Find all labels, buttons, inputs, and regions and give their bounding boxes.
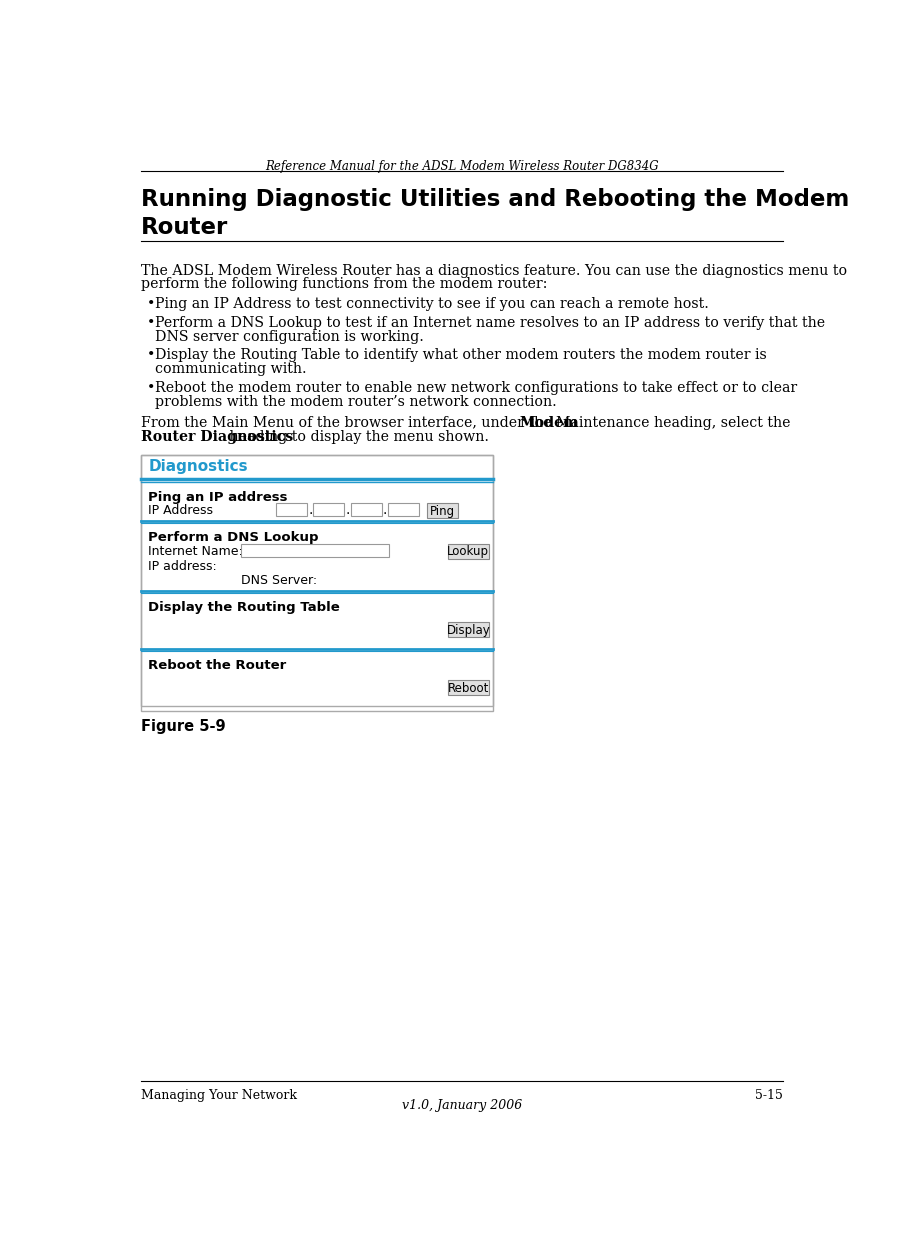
Text: Router: Router (141, 216, 228, 239)
Text: IP Address: IP Address (149, 504, 214, 516)
Text: Reboot: Reboot (448, 682, 489, 695)
Bar (448, 680, 488, 695)
Text: Display the Routing Table to identify what other modem routers the modem router : Display the Routing Table to identify wh… (155, 348, 767, 363)
Text: Reboot the Router: Reboot the Router (149, 658, 287, 672)
Bar (141, 455, 493, 706)
Text: perform the following functions from the modem router:: perform the following functions from the… (141, 278, 547, 292)
Text: problems with the modem router’s network connection.: problems with the modem router’s network… (155, 394, 557, 409)
Text: communicating with.: communicating with. (155, 362, 307, 377)
Text: Ping an IP address: Ping an IP address (149, 491, 287, 504)
Text: 5-15: 5-15 (755, 1089, 783, 1102)
Text: Ping an IP Address to test connectivity to see if you can reach a remote host.: Ping an IP Address to test connectivity … (155, 298, 709, 312)
Text: From the Main Menu of the browser interface, under the Maintenance heading, sele: From the Main Menu of the browser interf… (141, 416, 795, 430)
Text: .: . (308, 504, 313, 518)
Text: The ADSL Modem Wireless Router has a diagnostics feature. You can use the diagno: The ADSL Modem Wireless Router has a dia… (141, 263, 847, 278)
Text: DNS Server:: DNS Server: (241, 574, 317, 587)
Text: Managing Your Network: Managing Your Network (141, 1089, 296, 1102)
Bar (241, 544, 388, 557)
Text: Router Diagnostics: Router Diagnostics (141, 430, 293, 444)
Text: Display the Routing Table: Display the Routing Table (149, 601, 340, 614)
Text: Internet Name:: Internet Name: (149, 545, 243, 557)
Bar (448, 544, 488, 559)
Bar (426, 503, 458, 518)
Text: Diagnostics: Diagnostics (149, 459, 248, 474)
Text: •: • (147, 380, 155, 394)
Text: v1.0, January 2006: v1.0, January 2006 (402, 1099, 522, 1112)
Bar (276, 503, 307, 516)
Text: IP address:: IP address: (149, 560, 217, 574)
Text: Ping: Ping (430, 505, 455, 518)
Text: .: . (345, 504, 350, 518)
Text: Perform a DNS Lookup to test if an Internet name resolves to an IP address to ve: Perform a DNS Lookup to test if an Inter… (155, 315, 825, 330)
Bar (448, 622, 488, 637)
Text: Display: Display (447, 624, 490, 637)
Text: .: . (382, 504, 387, 518)
Bar (350, 503, 381, 516)
Text: •: • (147, 348, 155, 363)
Text: heading to display the menu shown.: heading to display the menu shown. (225, 430, 489, 444)
Text: Lookup: Lookup (448, 545, 489, 559)
Text: Running Diagnostic Utilities and Rebooting the Modem: Running Diagnostic Utilities and Rebooti… (141, 188, 849, 211)
Text: Perform a DNS Lookup: Perform a DNS Lookup (149, 531, 319, 544)
Text: •: • (147, 298, 155, 312)
Bar (314, 503, 344, 516)
Text: Figure 5-9: Figure 5-9 (141, 720, 225, 734)
Text: DNS server configuration is working.: DNS server configuration is working. (155, 329, 424, 344)
Bar (387, 503, 419, 516)
Text: Reboot the modem router to enable new network configurations to take effect or t: Reboot the modem router to enable new ne… (155, 380, 797, 394)
Bar (141, 455, 493, 711)
Text: •: • (147, 315, 155, 330)
Text: Modem: Modem (520, 416, 578, 430)
Text: Reference Manual for the ADSL Modem Wireless Router DG834G: Reference Manual for the ADSL Modem Wire… (265, 161, 659, 173)
